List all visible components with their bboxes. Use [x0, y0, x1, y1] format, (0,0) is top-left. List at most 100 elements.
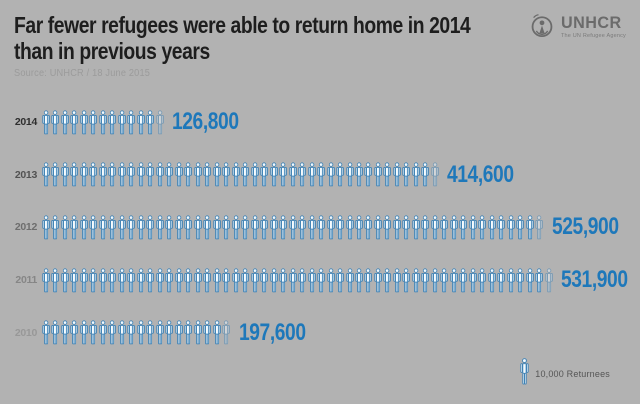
year-label: 2011 [15, 274, 37, 287]
person-icon [184, 215, 193, 240]
person-icon [383, 268, 392, 292]
person-icon [251, 268, 259, 292]
person-icon [175, 215, 183, 240]
value-label: 197,600 [238, 318, 306, 346]
person-icon [469, 268, 477, 292]
person-icon [402, 268, 411, 292]
person-icon [326, 268, 335, 292]
person-icon [184, 162, 193, 187]
person-icon [194, 215, 202, 240]
person-icon [516, 215, 525, 240]
person-icon [127, 268, 136, 292]
person-icon [99, 110, 107, 135]
person-icon [241, 162, 250, 187]
person-icon [70, 162, 79, 187]
person-icon [507, 215, 515, 240]
person-icon [393, 268, 401, 292]
person-icon [137, 110, 145, 135]
chart-row: 2011 531,900 [10, 254, 636, 307]
person-icon [89, 215, 98, 240]
person-icon [336, 162, 344, 187]
person-icon [70, 268, 79, 292]
person-icon [137, 320, 145, 345]
person-icon [213, 215, 221, 240]
person-icon [89, 268, 98, 292]
person-icon [203, 162, 212, 187]
person-icon [42, 162, 50, 187]
person-icon [374, 215, 382, 240]
person-icon [345, 162, 354, 187]
person-icon [345, 268, 354, 292]
person-icon [260, 215, 268, 240]
person-icon [336, 215, 344, 240]
person-icon [269, 215, 278, 240]
person-icon [51, 268, 60, 292]
person-icon [61, 162, 69, 187]
person-icon [108, 110, 117, 135]
icon-strip [42, 266, 554, 295]
person-icon [383, 215, 392, 240]
person-icon [526, 268, 534, 292]
person-icon [279, 162, 287, 187]
person-icon [203, 268, 212, 292]
person-icon [364, 162, 373, 187]
person-icon [118, 268, 126, 292]
chart-row: 2014 126,800 [10, 96, 636, 149]
person-icon [488, 215, 496, 240]
person-icon [51, 162, 60, 187]
person-icon [307, 215, 316, 240]
person-icon [213, 162, 221, 187]
person-icon [374, 268, 382, 292]
person-icon [288, 162, 297, 187]
title-line-1: Far fewer refugees were able to return h… [14, 12, 471, 38]
chart-title: Far fewer refugees were able to return h… [14, 12, 557, 64]
person-icon [165, 268, 174, 292]
person-icon [459, 215, 468, 240]
year-label: 2010 [14, 326, 37, 339]
person-icon [89, 162, 98, 187]
person-icon [127, 162, 136, 187]
icon-strip [42, 160, 440, 189]
person-icon [459, 268, 468, 292]
legend-label: 10,000 Returnees [535, 369, 610, 379]
chart-row: 2013 414,600 [10, 149, 636, 202]
person-icon [42, 215, 50, 240]
person-icon [118, 320, 126, 345]
person-icon [431, 162, 439, 187]
person-icon [412, 268, 420, 292]
person-icon [478, 268, 487, 292]
person-icon [156, 162, 164, 187]
logo-text: UNHCR The UN Refugee Agency [561, 14, 626, 39]
person-icon [364, 215, 373, 240]
person-icon [137, 215, 145, 240]
person-icon [61, 320, 69, 345]
person-icon [194, 320, 202, 345]
person-icon [421, 162, 430, 187]
person-icon [99, 268, 107, 292]
person-icon [355, 215, 363, 240]
value-label: 414,600 [447, 160, 514, 188]
person-icon [51, 215, 60, 240]
person-icon [232, 268, 240, 292]
unhcr-logo: UNHCR The UN Refugee Agency [528, 12, 626, 40]
person-icon [194, 268, 202, 292]
person-icon [42, 268, 50, 292]
person-icon [184, 320, 193, 345]
person-icon [269, 268, 278, 292]
value-label: 126,800 [172, 108, 239, 136]
person-icon [61, 268, 69, 292]
person-icon [450, 215, 458, 240]
person-icon [383, 162, 392, 187]
person-icon [118, 110, 126, 135]
person-icon [175, 268, 183, 292]
person-icon [355, 162, 363, 187]
person-icon [222, 268, 231, 292]
person-icon [526, 215, 534, 240]
person-icon [222, 320, 231, 345]
chart-row: 2012 525,900 [10, 201, 636, 254]
person-icon [545, 268, 553, 292]
person-icon [307, 162, 316, 187]
person-icon [440, 268, 449, 292]
person-icon [80, 320, 88, 345]
